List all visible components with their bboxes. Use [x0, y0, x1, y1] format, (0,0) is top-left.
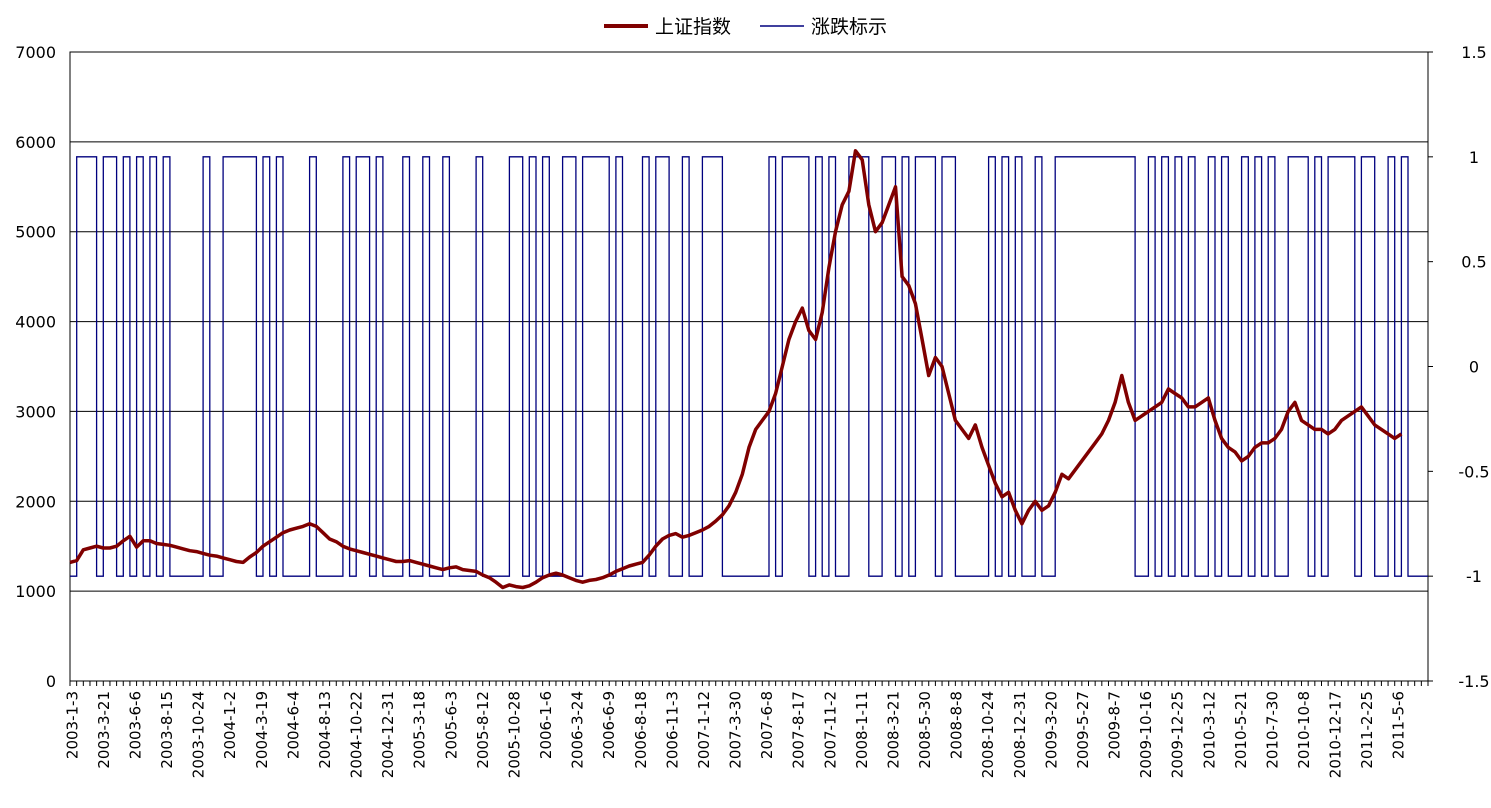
legend: 上证指数 涨跌标示 — [604, 16, 887, 38]
x-tick-label: 2008-10-24 — [979, 691, 997, 778]
series-zhangdie-line — [70, 156, 1428, 577]
y-left-tick-label: 0 — [46, 672, 56, 691]
x-tick-label: 2005-10-28 — [505, 691, 523, 778]
y-left-tick-label: 7000 — [15, 43, 56, 62]
x-tick-label: 2010-5-21 — [1232, 691, 1250, 769]
x-tick-label: 2004-6-4 — [284, 691, 302, 759]
x-tick-label: 2008-12-31 — [1011, 691, 1029, 778]
x-tick-label: 2004-12-31 — [379, 691, 397, 778]
x-tick-label: 2008-1-11 — [853, 691, 871, 769]
y-right-tick-label: 1 — [1469, 148, 1479, 167]
series-layer — [69, 149, 1428, 590]
x-tick-label: 2011-2-25 — [1358, 691, 1376, 769]
x-tick-label: 2004-10-22 — [348, 691, 366, 778]
x-tick-label: 2009-5-27 — [1074, 691, 1092, 769]
y-axis-right: -1.5 -1 -0.5 0 0.5 1 1.5 — [1428, 43, 1490, 691]
y-left-tick-label: 2000 — [15, 492, 56, 511]
x-tick-label: 2007-3-30 — [727, 691, 745, 769]
y-left-tick-label: 5000 — [15, 223, 56, 242]
y-right-tick-label: 1.5 — [1461, 43, 1486, 62]
x-tick-label: 2003-10-24 — [190, 691, 208, 778]
x-tick-label: 2010-3-12 — [1200, 691, 1218, 769]
x-tick-label: 2008-8-8 — [948, 691, 966, 759]
y-right-tick-label: -1.5 — [1458, 672, 1489, 691]
x-tick-label: 2006-6-9 — [600, 691, 618, 759]
x-tick-label: 2005-8-12 — [474, 691, 492, 769]
x-tick-label: 2010-7-30 — [1263, 691, 1281, 769]
x-tick-label: 2006-1-6 — [537, 691, 555, 759]
x-tick-label: 2003-8-15 — [158, 691, 176, 769]
x-tick-label: 2003-6-6 — [126, 691, 144, 759]
grid-layer — [70, 141, 1428, 592]
x-tick-label: 2004-8-13 — [316, 691, 334, 769]
x-tick-label: 2006-11-3 — [663, 691, 681, 769]
y-axis-left: 0 1000 2000 3000 4000 5000 6000 7000 — [15, 43, 56, 691]
y-right-tick-label: -0.5 — [1458, 462, 1489, 481]
x-tick-label: 2010-12-17 — [1327, 691, 1345, 778]
x-tick-label: 2009-8-7 — [1106, 691, 1124, 759]
x-tick-label: 2003-1-3 — [63, 691, 81, 759]
x-tick-label: 2007-6-8 — [758, 691, 776, 759]
y-left-tick-label: 6000 — [15, 133, 56, 152]
y-left-tick-label: 1000 — [15, 582, 56, 601]
x-tick-label: 2009-10-16 — [1137, 691, 1155, 778]
y-right-tick-label: -1 — [1466, 567, 1482, 586]
x-tick-label: 2008-5-30 — [916, 691, 934, 769]
y-right-tick-label: 0 — [1469, 358, 1479, 377]
x-tick-label: 2007-1-12 — [695, 691, 713, 769]
y-right-tick-label: 0.5 — [1461, 253, 1486, 272]
legend-label-zhangdie: 涨跌标示 — [811, 16, 887, 38]
x-axis: 2003-1-3 2003-3-21 2003-6-6 2003-8-15 2003-1… — [63, 681, 1429, 778]
x-tick-label: 2011-5-6 — [1390, 691, 1408, 759]
x-tick-label: 2003-3-21 — [95, 691, 113, 769]
x-tick-label: 2006-8-18 — [632, 691, 650, 769]
x-tick-label: 2008-3-21 — [884, 691, 902, 769]
x-tick-label: 2009-3-20 — [1042, 691, 1060, 769]
x-tick-label: 2007-11-2 — [821, 691, 839, 769]
x-tick-label: 2009-12-25 — [1169, 691, 1187, 778]
y-left-tick-label: 4000 — [15, 313, 56, 332]
x-tick-label: 2005-3-18 — [411, 691, 429, 769]
x-tick-label: 2010-10-8 — [1295, 691, 1313, 769]
x-tick-label: 2005-6-3 — [442, 691, 460, 759]
y-left-tick-label: 3000 — [15, 402, 56, 421]
series-shangzheng-line — [69, 149, 1403, 590]
x-tick-label: 2006-3-24 — [569, 691, 587, 769]
x-tick-label: 2007-8-17 — [790, 691, 808, 769]
legend-label-shangzheng: 上证指数 — [655, 16, 731, 38]
x-tick-label: 2004-1-2 — [221, 691, 239, 759]
x-tick-label: 2004-3-19 — [253, 691, 271, 769]
